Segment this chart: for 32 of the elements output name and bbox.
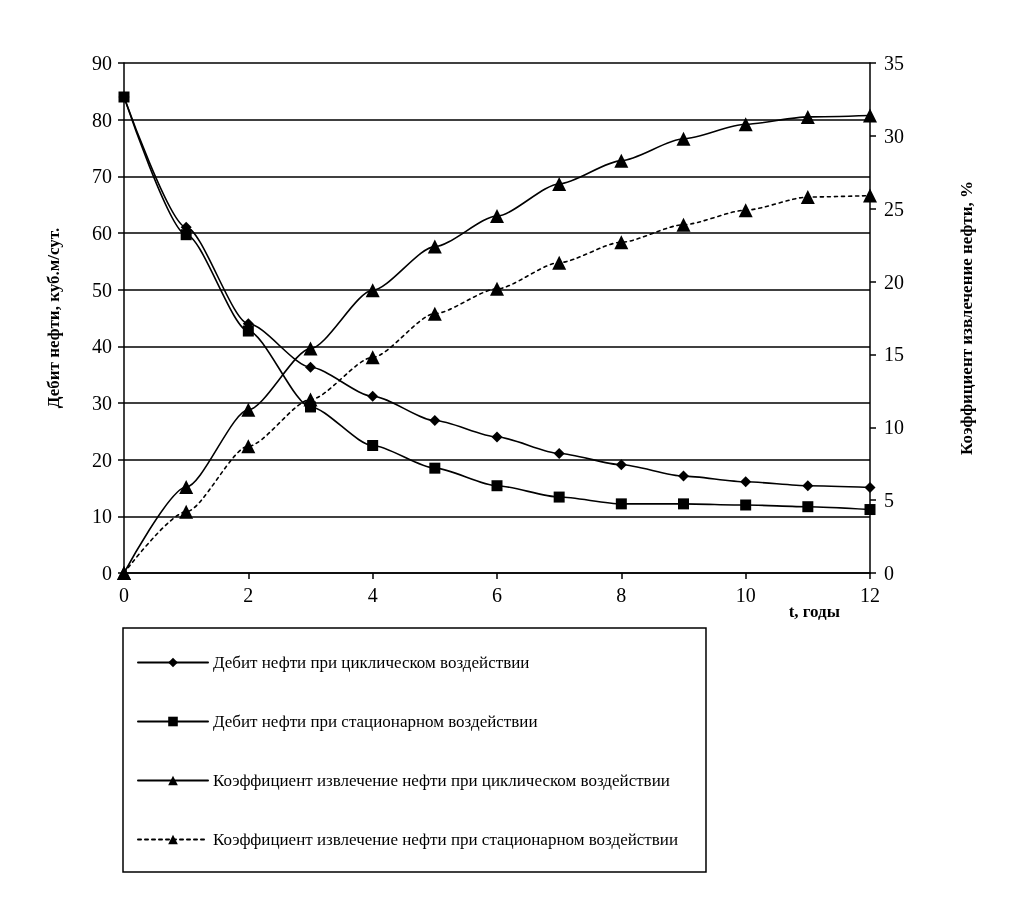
x-axis-title: t, годы: [788, 602, 840, 621]
x-tick-label: 2: [243, 584, 254, 606]
x-tick-label: 12: [860, 584, 880, 606]
x-tick-label: 8: [616, 584, 627, 606]
y-tick-label: 40: [92, 335, 112, 358]
x-tick-label: 0: [119, 584, 129, 606]
y2-tick-label: 15: [884, 343, 904, 366]
y2-tick-label: 5: [884, 489, 894, 512]
x-tick-label: 4: [367, 584, 378, 606]
y-tick-label: 0: [102, 562, 112, 584]
y-tick-label: 20: [92, 448, 112, 471]
y2-tick-label: 20: [884, 270, 904, 293]
y2-tick-label: 10: [884, 416, 904, 439]
legend-label: Дебит нефти при циклическом воздействии: [213, 653, 530, 672]
legend-label: Дебит нефти при стационарном воздействии: [213, 712, 538, 731]
y2-tick-label: 25: [884, 197, 904, 220]
legend-label: Коэффициент извлечение нефти при стационарном воздействии: [213, 830, 678, 849]
y-tick-label: 60: [92, 222, 112, 244]
y-axis-title: Дебит нефти, куб.м/сут.: [44, 227, 63, 409]
y-tick-label: 10: [92, 505, 112, 528]
y-tick-label: 90: [92, 52, 112, 74]
y-tick-label: 30: [92, 392, 112, 414]
y2-tick-label: 35: [884, 52, 904, 74]
x-tick-label: 6: [492, 584, 502, 606]
y-tick-label: 80: [92, 108, 112, 131]
legend-label: Коэффициент извлечение нефти при циклическом воздействии: [213, 771, 670, 790]
y-tick-label: 70: [92, 165, 112, 188]
x-tick-label: 10: [735, 584, 756, 606]
y-tick-label: 50: [92, 278, 112, 301]
y2-tick-label: 30: [884, 124, 904, 147]
y2-axis-title: Коэффициент извлечение нефти, %: [957, 180, 976, 456]
y2-tick-label: 0: [884, 562, 894, 584]
